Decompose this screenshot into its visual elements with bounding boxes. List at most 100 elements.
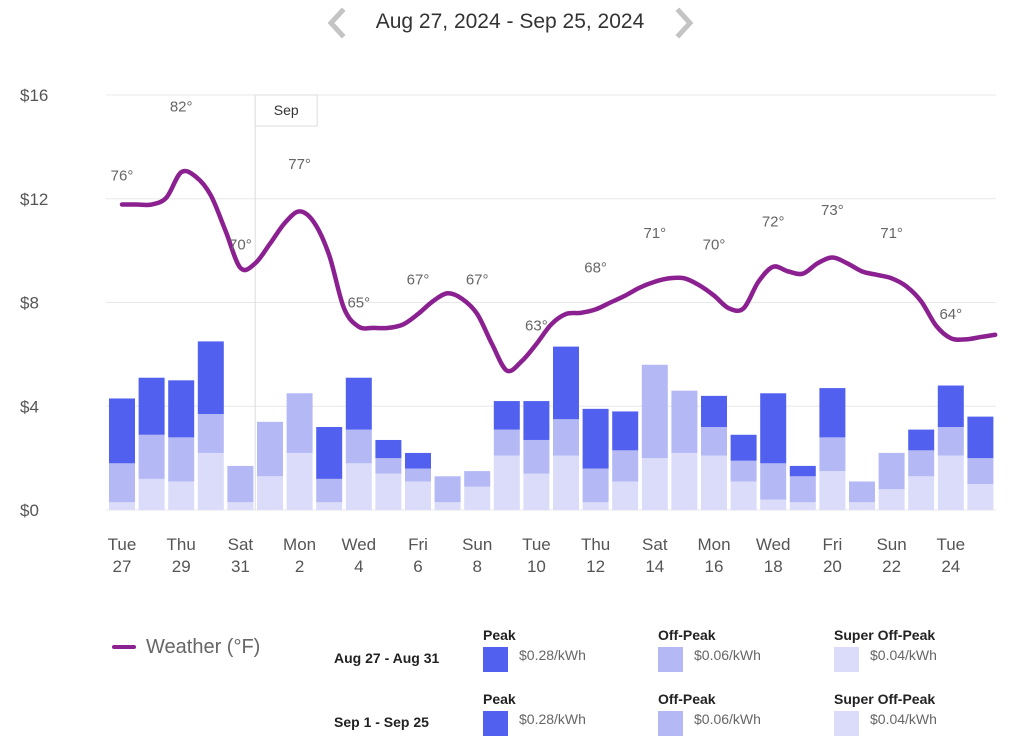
x-tick-weekday: Fri bbox=[822, 535, 842, 554]
rate-peak-sep: Peak $0.28/kWh bbox=[483, 691, 633, 737]
temperature-label: 70° bbox=[703, 237, 726, 254]
bar-off-peak bbox=[493, 429, 520, 456]
bar-off-peak bbox=[849, 481, 875, 503]
bar-peak bbox=[701, 395, 727, 427]
y-tick-label: $4 bbox=[20, 397, 39, 416]
bar-super-off-peak bbox=[375, 473, 402, 510]
bar-off-peak bbox=[523, 439, 550, 474]
temperature-label: 76° bbox=[111, 168, 134, 185]
bar-super-off-peak bbox=[464, 486, 491, 510]
bar-peak bbox=[405, 452, 431, 469]
x-tick-day: 24 bbox=[941, 557, 960, 576]
bar-off-peak bbox=[730, 460, 757, 482]
bar-super-off-peak bbox=[523, 473, 550, 510]
temperature-label: 63° bbox=[525, 317, 548, 334]
bar-super-off-peak bbox=[345, 463, 372, 510]
temperature-label: 64° bbox=[939, 306, 962, 323]
peak-swatch bbox=[483, 711, 508, 736]
x-tick-day: 10 bbox=[527, 557, 546, 576]
month-marker-label: Sep bbox=[274, 102, 299, 118]
temperature-label: 77° bbox=[288, 156, 311, 173]
x-tick-day: 6 bbox=[413, 557, 422, 576]
rate-price: $0.04/kWh bbox=[870, 711, 937, 727]
x-tick-weekday: Thu bbox=[581, 535, 610, 554]
bar-super-off-peak bbox=[493, 455, 520, 510]
bar-peak bbox=[789, 465, 816, 477]
bar-off-peak bbox=[434, 476, 461, 503]
off-peak-swatch bbox=[658, 647, 683, 672]
bar-super-off-peak bbox=[641, 458, 668, 510]
rate-super-off-peak-sep: Super Off-Peak $0.04/kWh bbox=[834, 691, 984, 737]
bar-peak bbox=[730, 434, 757, 461]
bar-off-peak bbox=[671, 390, 698, 453]
month-marker-box bbox=[254, 94, 318, 127]
temperature-label: 72° bbox=[762, 214, 785, 231]
x-tick-weekday: Sat bbox=[228, 535, 254, 554]
rate-super-off-peak-aug: Super Off-Peak $0.04/kWh bbox=[834, 627, 984, 673]
rate-peak-aug: Peak $0.28/kWh bbox=[483, 627, 633, 673]
bar-peak bbox=[316, 427, 343, 479]
chevron-left-icon[interactable] bbox=[322, 6, 352, 40]
weather-line bbox=[119, 168, 998, 374]
x-tick-weekday: Sun bbox=[462, 535, 492, 554]
date-range-label: Aug 27, 2024 - Sep 25, 2024 bbox=[375, 10, 645, 33]
bar-super-off-peak bbox=[937, 455, 964, 510]
x-tick-day: 27 bbox=[113, 557, 132, 576]
temperature-label: 70° bbox=[229, 237, 252, 254]
rate-off-peak-sep: Off-Peak $0.06/kWh bbox=[658, 691, 808, 737]
temperature-label: 71° bbox=[643, 225, 666, 242]
bar-off-peak bbox=[197, 414, 224, 453]
bar-off-peak bbox=[316, 478, 343, 503]
bar-off-peak bbox=[937, 427, 964, 456]
bar-off-peak bbox=[908, 450, 935, 477]
super-off-peak-swatch bbox=[834, 647, 859, 672]
period-label-aug: Aug 27 - Aug 31 bbox=[334, 650, 440, 666]
x-tick-weekday: Mon bbox=[697, 535, 730, 554]
bar-super-off-peak bbox=[109, 502, 135, 510]
x-tick-day: 31 bbox=[231, 557, 250, 576]
y-tick-label: $12 bbox=[20, 190, 48, 209]
bar-off-peak bbox=[701, 427, 727, 456]
x-tick-day: 14 bbox=[645, 557, 664, 576]
bar-off-peak bbox=[967, 458, 994, 485]
bar-super-off-peak bbox=[227, 502, 254, 510]
rate-price: $0.28/kWh bbox=[519, 711, 586, 727]
super-off-peak-swatch bbox=[834, 711, 859, 736]
bar-off-peak bbox=[375, 458, 402, 474]
bar-peak bbox=[345, 377, 372, 430]
temperature-label: 73° bbox=[821, 202, 844, 219]
x-tick-weekday: Mon bbox=[283, 535, 316, 554]
bar-super-off-peak bbox=[197, 452, 224, 510]
bar-off-peak bbox=[582, 468, 609, 503]
bar-peak bbox=[582, 408, 609, 469]
bar-super-off-peak bbox=[316, 502, 343, 510]
x-tick-weekday: Wed bbox=[756, 535, 791, 554]
bar-super-off-peak bbox=[671, 452, 698, 510]
x-tick-day: 22 bbox=[882, 557, 901, 576]
chevron-right-icon[interactable] bbox=[669, 6, 699, 40]
weather-line-swatch bbox=[112, 645, 136, 649]
x-tick-day: 18 bbox=[764, 557, 783, 576]
bar-off-peak bbox=[612, 450, 639, 482]
x-tick-day: 16 bbox=[705, 557, 724, 576]
bar-off-peak bbox=[405, 468, 431, 482]
bar-super-off-peak bbox=[553, 455, 579, 510]
bar-off-peak bbox=[760, 463, 787, 500]
rate-name: Super Off-Peak bbox=[834, 627, 936, 643]
y-tick-label: $16 bbox=[20, 86, 48, 105]
bar-super-off-peak bbox=[789, 502, 816, 510]
rate-off-peak-aug: Off-Peak $0.06/kWh bbox=[658, 627, 808, 673]
x-tick-weekday: Tue bbox=[522, 535, 551, 554]
rate-name: Peak bbox=[483, 627, 516, 643]
bar-super-off-peak bbox=[967, 484, 994, 510]
bar-super-off-peak bbox=[760, 499, 787, 510]
bar-off-peak bbox=[345, 429, 372, 464]
bar-super-off-peak bbox=[582, 502, 609, 510]
bar-off-peak bbox=[878, 452, 905, 490]
bar-off-peak bbox=[138, 434, 165, 479]
temperature-label: 82° bbox=[170, 98, 193, 115]
period-label-sep: Sep 1 - Sep 25 bbox=[334, 714, 429, 730]
x-tick-weekday: Thu bbox=[167, 535, 196, 554]
rate-price: $0.28/kWh bbox=[519, 647, 586, 663]
bar-peak bbox=[493, 401, 520, 430]
